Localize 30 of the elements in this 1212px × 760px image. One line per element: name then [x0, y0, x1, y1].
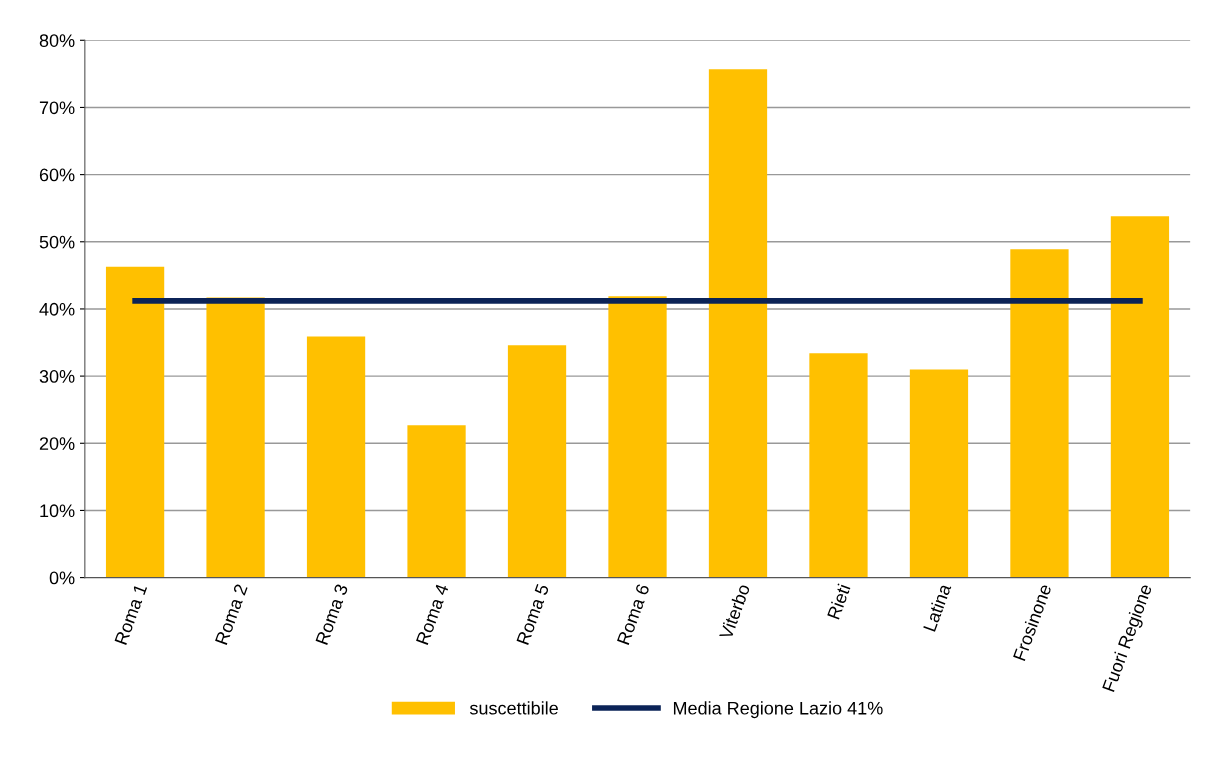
y-tick-label: 80%	[39, 34, 75, 47]
y-tick-label: 50%	[39, 235, 75, 249]
y-tick-label: 60%	[39, 168, 75, 182]
x-tick-label: Roma 3	[315, 583, 349, 646]
x-tick-label: Rieti	[826, 583, 851, 620]
y-tick-label: 70%	[39, 101, 75, 115]
legend-label: Media Regione Lazio 41%	[673, 701, 883, 719]
x-tick-label: Roma 6	[616, 583, 650, 646]
y-tick-label: 30%	[39, 370, 75, 383]
bar	[507, 345, 567, 578]
bar	[105, 266, 165, 578]
legend-label: suscettibile	[469, 701, 558, 715]
y-tick-label: 20%	[39, 437, 75, 450]
x-tick-label: Roma 2	[214, 583, 248, 646]
bar	[306, 336, 366, 578]
x-tick-label: Viterbo	[718, 583, 751, 641]
bar	[1110, 216, 1170, 578]
bar	[909, 369, 969, 578]
x-tick-label: Roma 4	[416, 583, 449, 646]
bar	[809, 353, 868, 578]
x-tick-label: Roma 5	[516, 583, 550, 646]
x-tick-label: Latina	[922, 582, 952, 632]
x-tick-label: Roma 1	[114, 583, 148, 646]
bar	[407, 425, 466, 578]
y-tick-label: 10%	[40, 504, 75, 518]
bar	[608, 296, 667, 578]
y-tick-label: 40%	[39, 302, 75, 316]
y-tick-label: 0%	[49, 571, 75, 585]
bar	[708, 69, 768, 578]
bar	[1010, 249, 1069, 578]
